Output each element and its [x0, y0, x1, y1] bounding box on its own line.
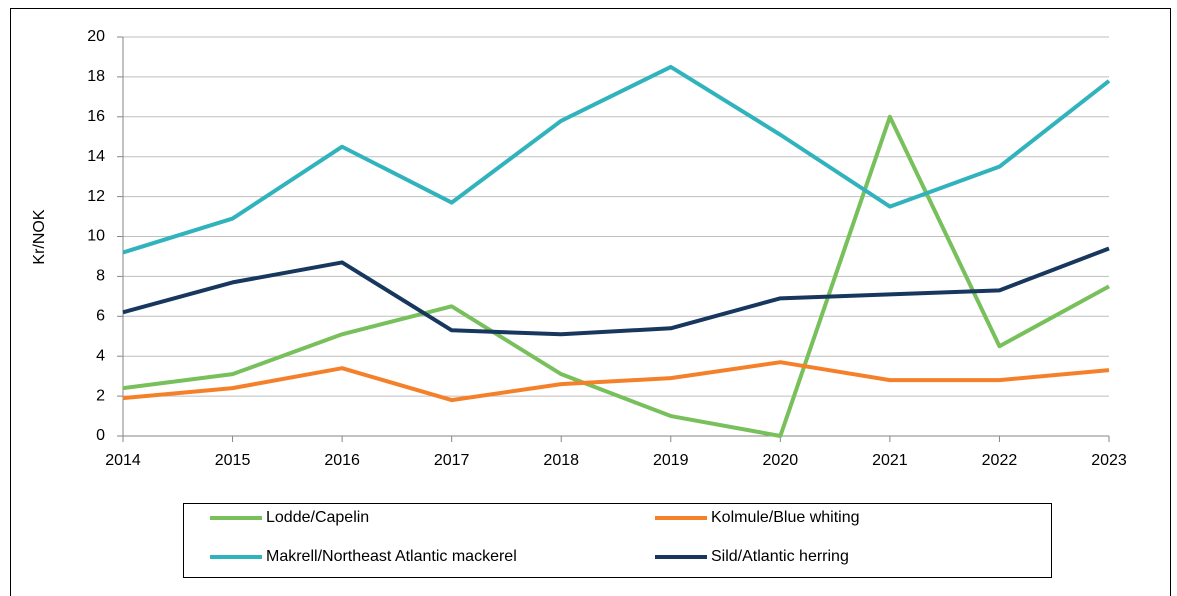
legend-box: [183, 503, 1052, 578]
x-tick-label: 2018: [543, 452, 579, 469]
x-tick-label: 2015: [215, 452, 251, 469]
y-tick-label: 6: [96, 308, 105, 325]
series-line: [122, 114, 1110, 438]
y-tick-label: 2: [96, 387, 105, 404]
x-tick-label: 2014: [105, 452, 141, 469]
series-line: [122, 360, 1110, 403]
y-tick-label: 18: [87, 68, 105, 85]
x-tick-label: 2017: [434, 452, 470, 469]
x-tick-label: 2023: [1091, 452, 1127, 469]
legend-label: Sild/Atlantic herring: [711, 548, 849, 565]
y-tick-label: 0: [96, 427, 105, 444]
series-line: [122, 246, 1110, 337]
x-tick-label: 2016: [324, 452, 360, 469]
y-tick-label: 10: [87, 228, 105, 245]
x-tick-label: 2020: [763, 452, 799, 469]
x-tick-label: 2022: [982, 452, 1018, 469]
y-tick-label: 14: [87, 148, 105, 165]
y-tick-label: 8: [96, 268, 105, 285]
y-axis-label: Kr/NOK: [31, 209, 48, 264]
legend-label: Lodde/Capelin: [266, 509, 369, 526]
x-tick-label: 2019: [653, 452, 689, 469]
legend-label: Kolmule/Blue whiting: [711, 509, 860, 526]
y-tick-label: 12: [87, 188, 105, 205]
y-tick-label: 4: [96, 347, 105, 364]
series-line: [122, 64, 1111, 255]
y-tick-label: 16: [87, 108, 105, 125]
chart-border: [10, 8, 1171, 596]
y-tick-label: 20: [87, 28, 105, 45]
x-tick-label: 2021: [872, 452, 908, 469]
legend-label: Makrell/Northeast Atlantic mackerel: [266, 548, 517, 565]
